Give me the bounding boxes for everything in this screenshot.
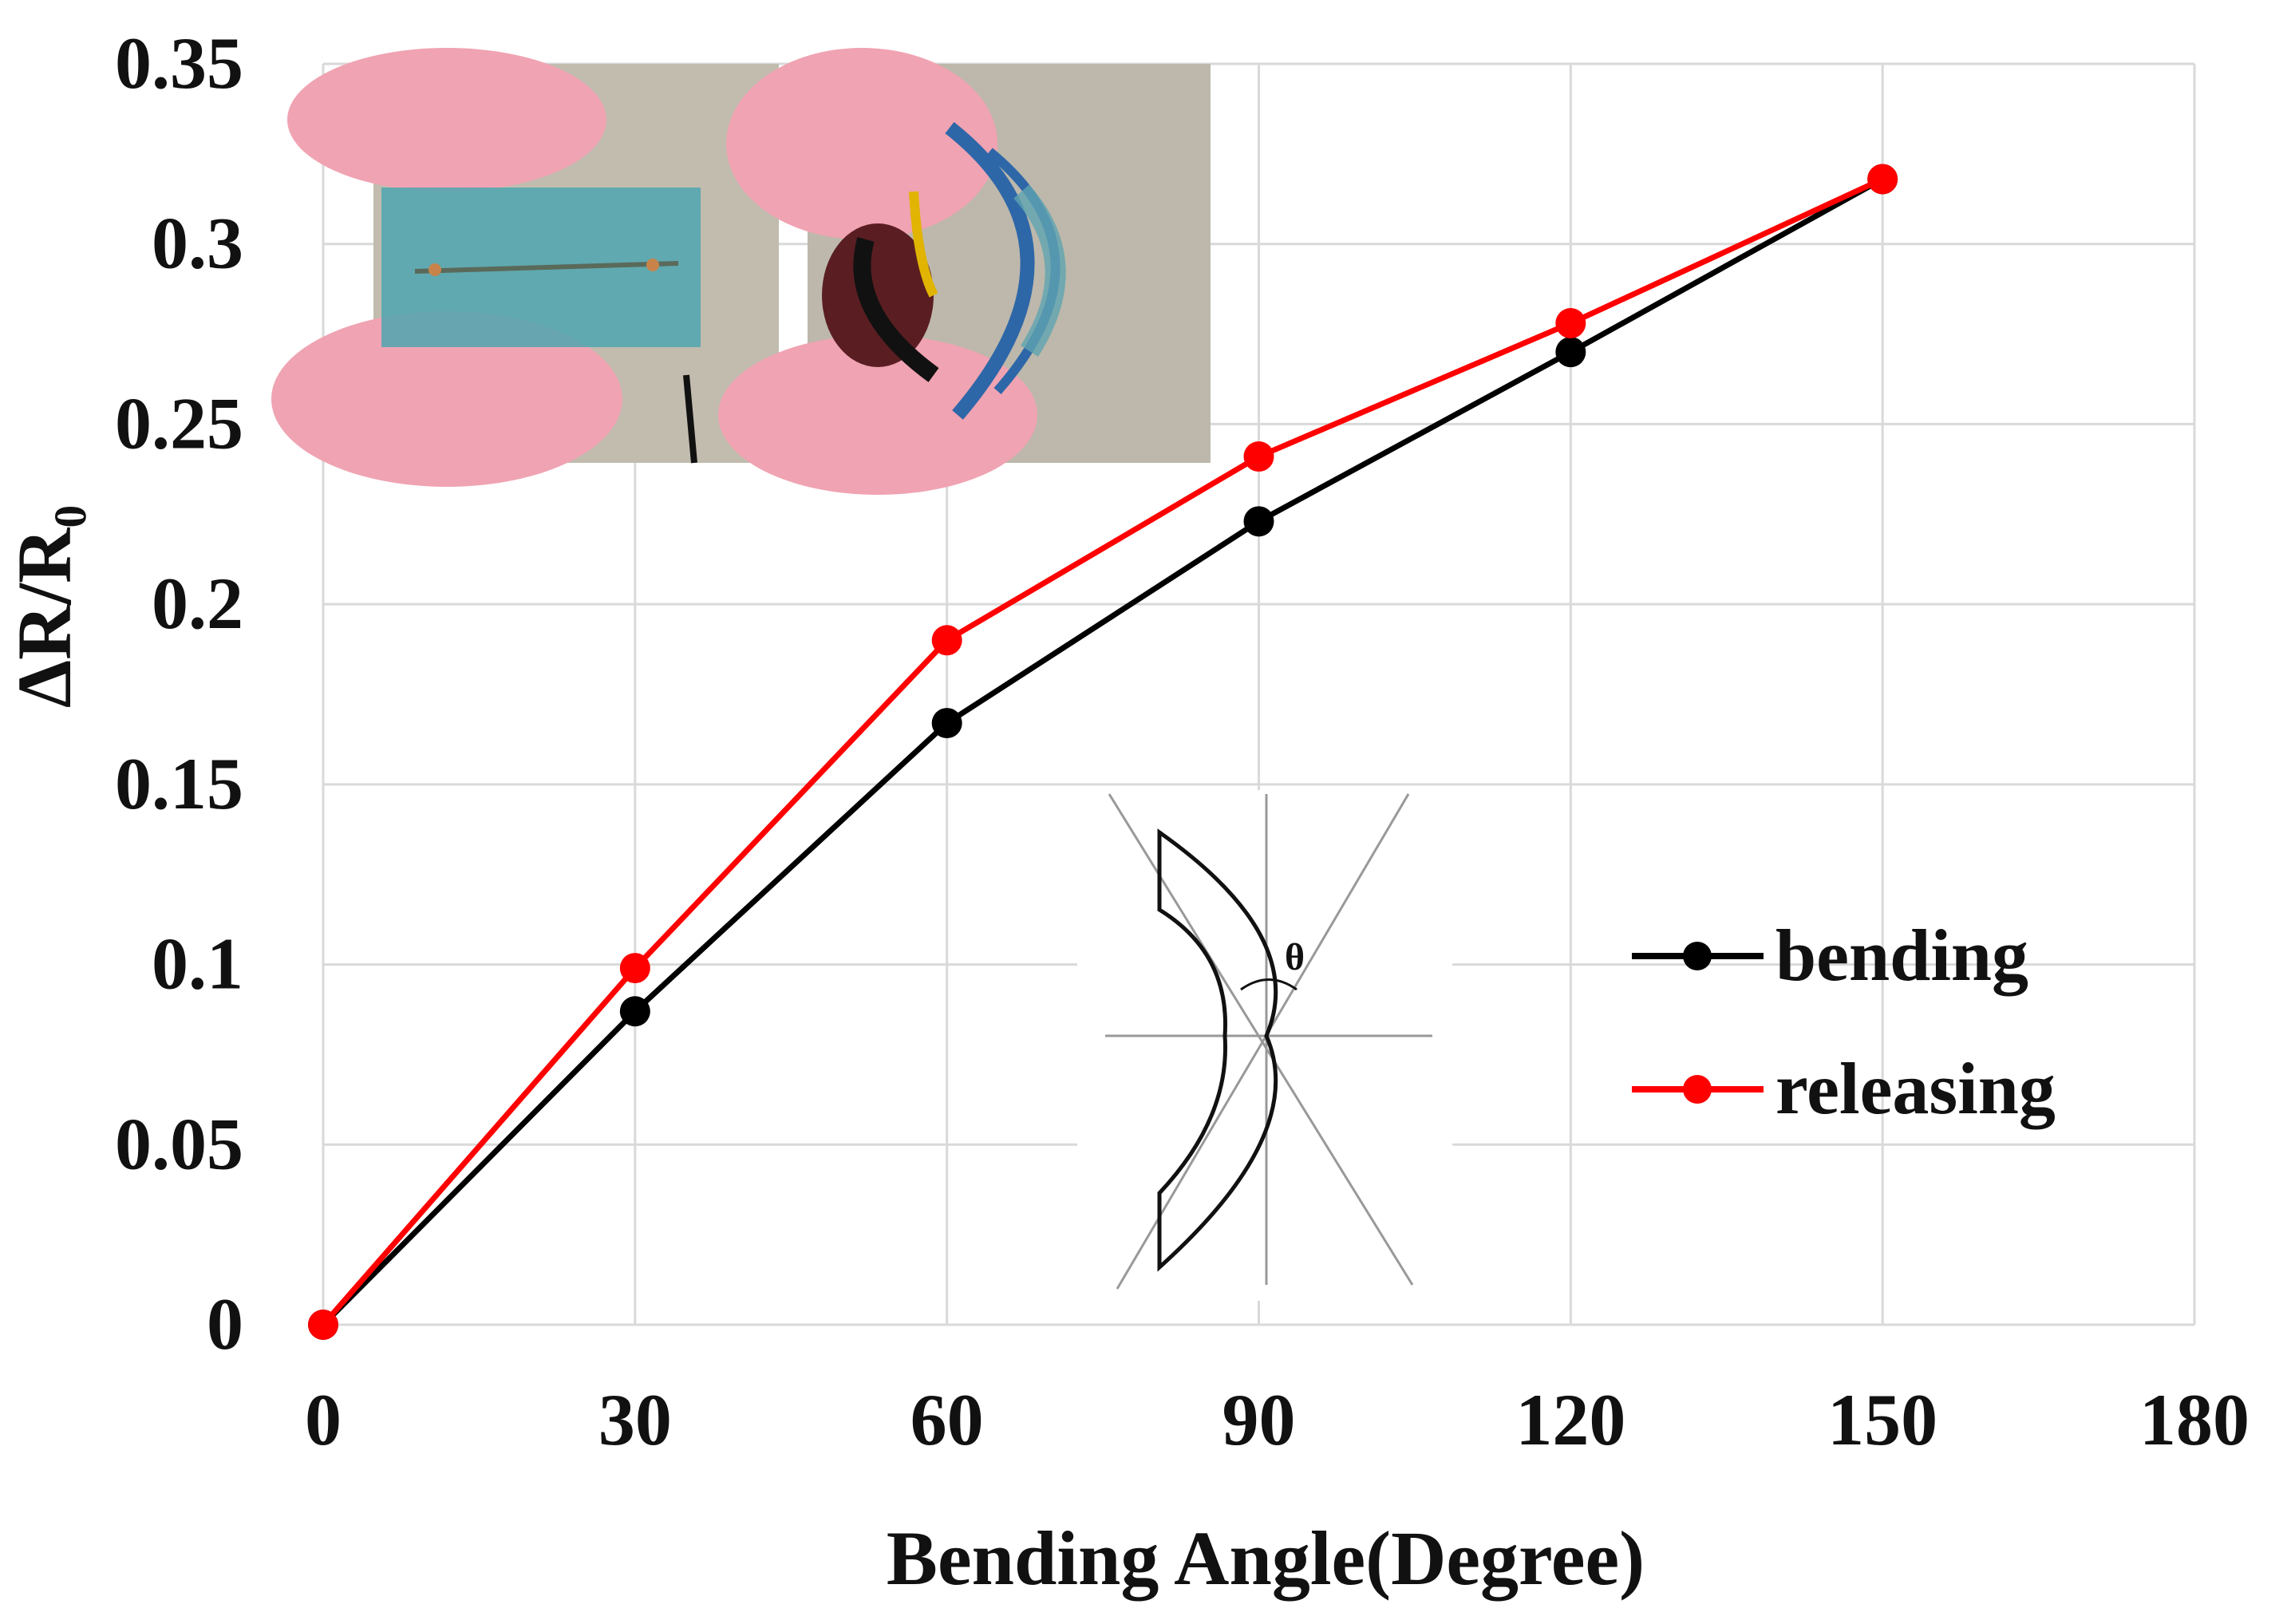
legend: bending releasing <box>1632 915 2056 1129</box>
inset-photo-flat <box>271 48 779 487</box>
legend-label-bending: bending <box>1775 915 2028 996</box>
data-point-releasing <box>619 953 650 984</box>
data-point-releasing <box>1555 308 1586 339</box>
x-tick-label: 180 <box>2139 1379 2249 1460</box>
series-line-bending <box>321 176 1884 1327</box>
x-tick-label: 90 <box>1222 1379 1296 1460</box>
x-tick-label: 60 <box>910 1379 984 1460</box>
inset-photo-bent <box>718 48 1211 495</box>
grid-lines <box>322 62 2196 1326</box>
x-tick-label: 120 <box>1515 1379 1625 1460</box>
y-tick-label: 0.05 <box>115 1103 243 1184</box>
y-tick-label: 0.25 <box>115 382 243 464</box>
data-point-releasing <box>1867 164 1898 195</box>
y-tick-label: 0.2 <box>152 563 243 644</box>
data-point-bending <box>931 708 962 739</box>
y-tick-label: 0.35 <box>115 22 243 104</box>
data-point-bending <box>1555 337 1586 368</box>
x-tick-label: 30 <box>598 1379 672 1460</box>
tick-labels: 0 30 60 90 120 150 180 0 0.05 0.1 0.15 0.2 0.25 0.3 0.… <box>115 22 2249 1460</box>
series-layer <box>308 164 1898 1340</box>
y-tick-label: 0.1 <box>152 923 243 1005</box>
x-axis-title: Bending Angle(Degree) <box>887 1515 1645 1601</box>
legend-marker-bending <box>1683 942 1712 970</box>
y-tick-label: 0.3 <box>152 203 243 284</box>
data-point-bending <box>1243 506 1274 537</box>
inset-bending-schematic: θ <box>1077 790 1452 1301</box>
data-point-releasing <box>931 625 962 656</box>
data-point-releasing <box>1243 441 1274 472</box>
y-tick-label: 0 <box>207 1283 243 1365</box>
theta-label: θ <box>1285 936 1305 978</box>
y-tick-label: 0.15 <box>115 743 243 824</box>
x-tick-label: 150 <box>1827 1379 1937 1460</box>
legend-marker-releasing <box>1683 1075 1712 1104</box>
data-point-releasing <box>308 1310 338 1340</box>
x-tick-label: 0 <box>305 1379 342 1460</box>
y-axis-title: ΔR/R₀ <box>2 505 87 708</box>
legend-label-releasing: releasing <box>1775 1048 2056 1129</box>
series-line-releasing <box>321 176 1884 1327</box>
data-point-bending <box>619 996 650 1027</box>
